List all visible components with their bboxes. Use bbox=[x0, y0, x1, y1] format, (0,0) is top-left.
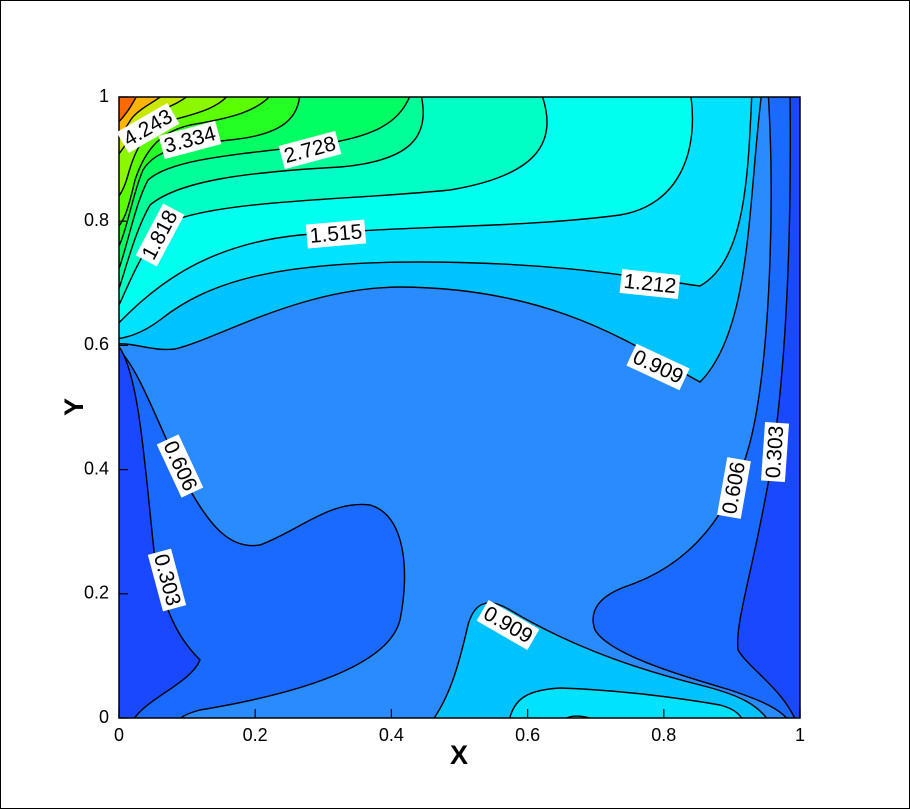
x-tick-label: 0.4 bbox=[379, 725, 404, 745]
contour-label-bg bbox=[278, 130, 342, 170]
contour-label-bg bbox=[305, 219, 367, 249]
contour-label-text: 0.303 bbox=[762, 425, 789, 479]
band bbox=[736, 97, 800, 718]
contour-label: 0.303 bbox=[760, 421, 790, 483]
contour-label-bg bbox=[135, 203, 185, 267]
x-tick-label: 0.8 bbox=[651, 725, 676, 745]
band bbox=[592, 97, 800, 718]
x-tick-label: 1 bbox=[795, 725, 805, 745]
contour-field bbox=[119, 97, 800, 718]
contour-label-bg bbox=[760, 421, 790, 483]
contour-label: 1.212 bbox=[619, 269, 681, 299]
band bbox=[119, 347, 201, 718]
band bbox=[508, 687, 743, 718]
contour-label-bg bbox=[626, 343, 690, 391]
y-tick-label: 0.4 bbox=[84, 458, 109, 478]
x-tick-label: 0.6 bbox=[515, 725, 540, 745]
contour-label-text: 1.212 bbox=[623, 270, 678, 298]
band bbox=[119, 97, 138, 123]
contour-label-bg bbox=[717, 457, 751, 519]
y-tick-label: 1 bbox=[99, 86, 109, 106]
y-axis-label: Y bbox=[59, 398, 89, 416]
y-tick-label: 0 bbox=[99, 707, 109, 727]
contour-label-bg bbox=[476, 599, 540, 651]
x-axis-label: X bbox=[450, 740, 468, 770]
y-tick-label: 0.8 bbox=[84, 210, 109, 230]
contour-label-bg bbox=[619, 269, 681, 299]
contour-label-text: 1.515 bbox=[309, 220, 363, 247]
plot-frame bbox=[118, 96, 801, 719]
contour-label-bg bbox=[158, 120, 222, 160]
x-tick-label: 0 bbox=[114, 725, 124, 745]
contour-label: 1.515 bbox=[305, 219, 367, 249]
contour-label-bg bbox=[147, 548, 187, 612]
contour-label-bg bbox=[156, 434, 204, 498]
y-tick-label: 0.6 bbox=[84, 334, 109, 354]
contour-label-bg bbox=[116, 102, 180, 154]
x-tick-label: 0.2 bbox=[243, 725, 268, 745]
y-tick-label: 0.2 bbox=[84, 583, 109, 603]
